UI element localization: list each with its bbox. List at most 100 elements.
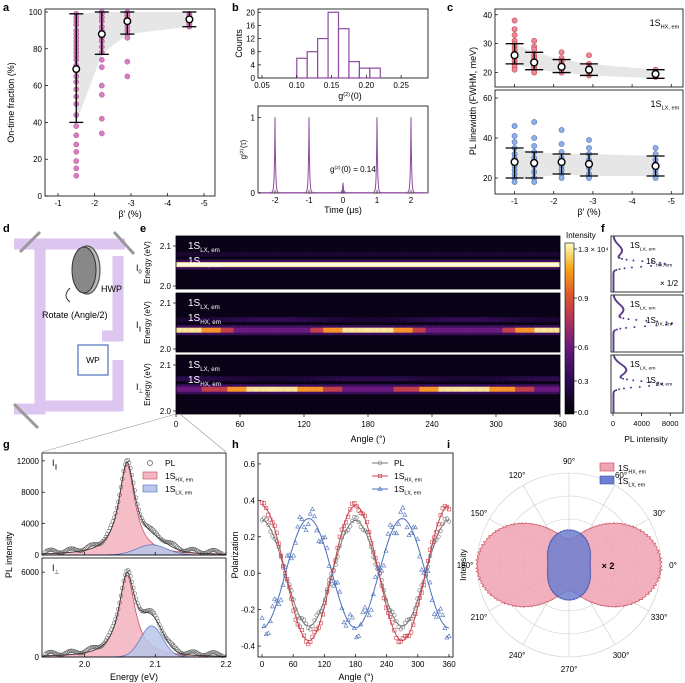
pl-point: [318, 609, 323, 614]
heatmap-cell: [432, 327, 439, 333]
label-part: ∥: [55, 464, 58, 471]
heatmap-cell-lx: [400, 317, 407, 323]
hx-point: [281, 564, 286, 569]
lx-point: [412, 524, 418, 530]
heatmap-cell-lx: [406, 317, 414, 323]
hx-point: [323, 600, 328, 605]
heatmap-cell-lx: [259, 376, 267, 382]
heatmap-cell-lx: [361, 251, 369, 257]
lx-point: [316, 538, 322, 543]
heatmap-cell: [361, 386, 369, 392]
wp-label: WP: [86, 355, 100, 365]
hwp-label: HWP: [101, 284, 122, 294]
angle-tick-label: 240°: [509, 651, 526, 660]
profile-point: [618, 268, 621, 271]
hx-point: [365, 519, 370, 524]
data-point: [511, 17, 518, 24]
pl-point: [138, 606, 143, 612]
y-tick-label: 0.0: [244, 569, 256, 578]
data-point: [98, 64, 105, 71]
heatmap-cell: [284, 327, 292, 333]
heatmap-cell-lx: [368, 317, 375, 323]
hx-point: [333, 558, 338, 563]
label-part: LX, em: [640, 365, 656, 371]
lx-point: [366, 612, 372, 618]
heatmap-cell-lx: [176, 251, 183, 257]
heatmap-cell-lx: [355, 317, 363, 323]
legend-marker-pl: [377, 460, 383, 466]
x-tick-label: 0: [341, 196, 346, 205]
row-label-i0: I0: [136, 263, 142, 276]
pl-point: [320, 605, 326, 610]
lx-point: [282, 564, 288, 569]
pl-point: [48, 649, 54, 655]
lx-point: [360, 609, 366, 614]
pl-point: [90, 542, 95, 547]
profile-point: [655, 324, 658, 327]
data-point: [586, 145, 592, 151]
heatmap-cell-lx: [432, 376, 439, 382]
heatmap-cell-lx: [188, 251, 196, 257]
heatmap-cell-lx: [284, 251, 292, 257]
profile-point: [658, 264, 661, 267]
profile-point: [612, 350, 615, 352]
heatmap-cell-lx: [208, 251, 215, 257]
plot-frame: [494, 8, 684, 88]
lx-point: [433, 613, 439, 619]
x-tick-label: 0: [611, 419, 615, 428]
pl-point: [360, 527, 365, 532]
heatmap-cell-lx: [470, 376, 478, 382]
hx-point: [383, 605, 388, 610]
pl-point: [402, 620, 407, 625]
heatmap-cell: [220, 327, 228, 333]
pl-point: [146, 608, 151, 613]
data-point: [652, 145, 659, 151]
heatmap-cell-lx: [227, 376, 235, 382]
data-point: [124, 34, 131, 41]
label-part: [656, 360, 657, 369]
lx-point: [335, 579, 341, 585]
heatmap-cell-lx: [496, 376, 503, 382]
profile-point: [615, 328, 618, 331]
heatmap-cell-lx: [342, 376, 350, 382]
label-part: 1S: [188, 241, 201, 252]
label-part: HX, em: [656, 381, 673, 387]
label-part: 1S: [394, 471, 405, 481]
panel-f-profiles: 1SLX, em 1SHX, em 1SLX, em 1SHX, em 1SLX…: [610, 235, 684, 444]
heatmap-cell: [368, 386, 375, 392]
heatmap-cell-lx: [368, 251, 375, 257]
state-label-hx: 1SHX, em: [188, 313, 222, 326]
pl-point: [266, 522, 271, 527]
hx-point: [302, 633, 307, 638]
y-tick-label: 6000: [21, 568, 39, 577]
pl-point: [190, 649, 195, 654]
colorbar-tick-label: 0.0: [578, 408, 588, 417]
y-tick-label: 40: [33, 118, 42, 127]
pl-point: [76, 650, 81, 656]
pl-point: [308, 627, 313, 632]
y-tick-label: 12000: [17, 457, 40, 466]
hx-point: [341, 523, 346, 528]
label-part: LX, em: [640, 305, 656, 311]
angle-tick-label: 120°: [509, 471, 526, 480]
pl-point: [440, 521, 445, 526]
pl-point: [394, 619, 399, 624]
heatmap-cell-lx: [316, 317, 324, 323]
pl-point: [102, 537, 107, 542]
y-tick-label: 20: [483, 174, 492, 183]
data-point: [73, 165, 80, 172]
x-tick-label: -5: [668, 197, 676, 206]
hx-point: [434, 530, 439, 535]
y-axis-label: Energy (eV): [143, 301, 152, 344]
heatmap-cell: [483, 327, 491, 333]
pl-point: [314, 613, 319, 618]
hx-point: [285, 577, 290, 582]
pl-point: [92, 644, 98, 650]
x-tick-label: 240: [425, 420, 439, 429]
heatmap-cell-lx: [444, 317, 452, 323]
label-part: (2): [343, 92, 350, 98]
pl-point: [129, 579, 135, 584]
hx-point: [304, 639, 309, 644]
